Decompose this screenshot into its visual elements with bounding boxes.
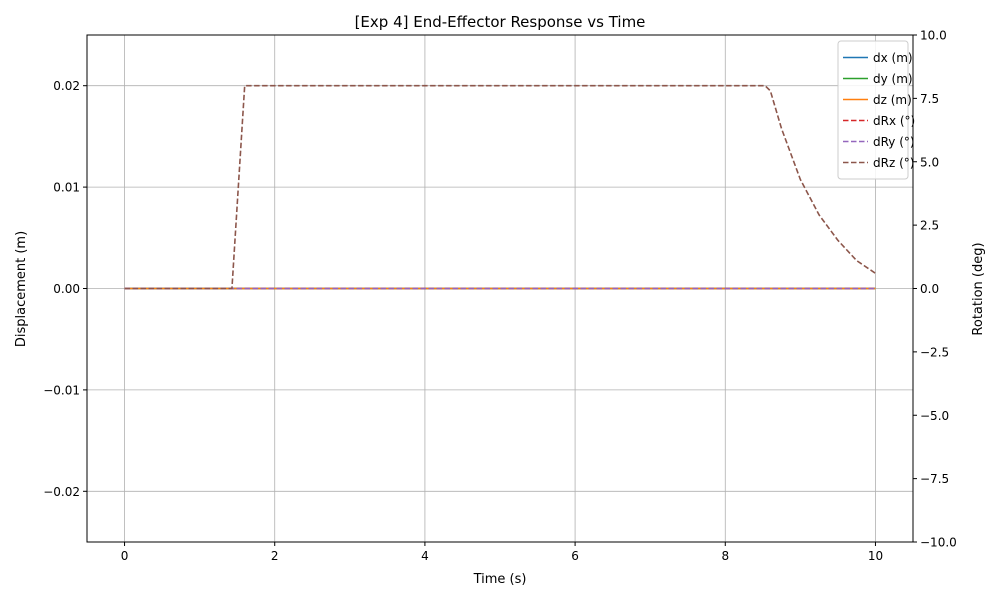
legend-label: dx (m) [873, 51, 913, 65]
y2-tick-label: −2.5 [920, 345, 949, 359]
y2-tick-label: 0.0 [920, 282, 939, 296]
y2-tick-label: 10.0 [920, 29, 947, 43]
legend-label: dz (m) [873, 93, 912, 107]
y-tick-label: 0.02 [53, 79, 80, 93]
x-axis-label: Time (s) [473, 572, 527, 587]
legend-label: dRy (°) [873, 135, 915, 149]
legend-label: dy (m) [873, 72, 913, 86]
y-tick-label: 0.01 [53, 181, 80, 195]
chart-title: [Exp 4] End-Effector Response vs Time [355, 13, 646, 31]
y2-tick-label: 2.5 [920, 219, 939, 233]
x-axis-ticks: 0 2 4 6 8 10 [121, 542, 883, 563]
legend-label: dRx (°) [873, 114, 915, 128]
series-line-drz [124, 84, 876, 290]
y-tick-label: −0.02 [43, 485, 80, 499]
x-tick-label: 8 [721, 549, 729, 563]
y2-tick-label: 7.5 [920, 92, 939, 106]
x-tick-label: 0 [121, 549, 129, 563]
plot-series [124, 84, 876, 290]
x-tick-label: 10 [868, 549, 883, 563]
y2-tick-label: 5.0 [920, 155, 939, 169]
y2-tick-label: −7.5 [920, 472, 949, 486]
legend-label: dRz (°) [873, 156, 914, 170]
y2-axis-ticks: −10.0 −7.5 −5.0 −2.5 0.0 2.5 5.0 7.5 10.0 [913, 29, 957, 550]
x-tick-label: 6 [571, 549, 579, 563]
y2-axis-label: Rotation (deg) [971, 242, 986, 335]
y2-tick-label: −10.0 [920, 536, 957, 550]
y-axis-ticks: −0.02 −0.01 0.00 0.01 0.02 [43, 79, 87, 499]
legend-box [837, 40, 909, 180]
y-axis-label: Displacement (m) [14, 231, 29, 347]
y-tick-label: −0.01 [43, 383, 80, 397]
y2-tick-label: −5.0 [920, 409, 949, 423]
x-tick-label: 2 [271, 549, 279, 563]
y-tick-label: 0.00 [53, 282, 80, 296]
legend: dx (m) dy (m) dz (m) dRx (°) dRy (°) dRz (°) [837, 40, 915, 180]
x-tick-label: 4 [421, 549, 429, 563]
